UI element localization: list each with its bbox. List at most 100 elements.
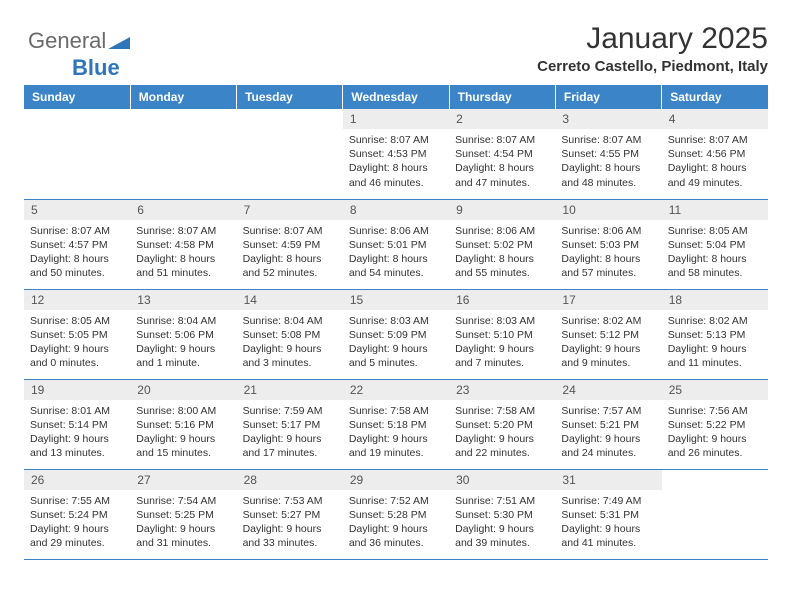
day-info: Sunrise: 7:57 AMSunset: 5:21 PMDaylight:… xyxy=(555,400,661,467)
month-title: January 2025 xyxy=(24,22,768,56)
day-number: 14 xyxy=(237,290,343,310)
day-number: 15 xyxy=(343,290,449,310)
day-info: Sunrise: 7:53 AMSunset: 5:27 PMDaylight:… xyxy=(237,490,343,557)
day-info: Sunrise: 8:05 AMSunset: 5:05 PMDaylight:… xyxy=(24,310,130,377)
day-info: Sunrise: 8:06 AMSunset: 5:01 PMDaylight:… xyxy=(343,220,449,287)
day-header: Friday xyxy=(555,85,661,109)
calendar-cell: 4Sunrise: 8:07 AMSunset: 4:56 PMDaylight… xyxy=(662,109,768,199)
day-header: Saturday xyxy=(662,85,768,109)
logo: General Blue xyxy=(28,28,130,81)
logo-text-1: General xyxy=(28,28,106,53)
calendar-cell: 1Sunrise: 8:07 AMSunset: 4:53 PMDaylight… xyxy=(343,109,449,199)
day-info: Sunrise: 7:55 AMSunset: 5:24 PMDaylight:… xyxy=(24,490,130,557)
day-number: 20 xyxy=(130,380,236,400)
day-info: Sunrise: 8:07 AMSunset: 4:59 PMDaylight:… xyxy=(237,220,343,287)
calendar-cell: 24Sunrise: 7:57 AMSunset: 5:21 PMDayligh… xyxy=(555,379,661,469)
day-info: Sunrise: 8:07 AMSunset: 4:53 PMDaylight:… xyxy=(343,129,449,196)
calendar-cell: 14Sunrise: 8:04 AMSunset: 5:08 PMDayligh… xyxy=(237,289,343,379)
day-info: Sunrise: 7:49 AMSunset: 5:31 PMDaylight:… xyxy=(555,490,661,557)
day-info: Sunrise: 8:04 AMSunset: 5:08 PMDaylight:… xyxy=(237,310,343,377)
calendar-cell: 27Sunrise: 7:54 AMSunset: 5:25 PMDayligh… xyxy=(130,469,236,559)
calendar-week-row: 5Sunrise: 8:07 AMSunset: 4:57 PMDaylight… xyxy=(24,199,768,289)
day-number: 27 xyxy=(130,470,236,490)
calendar-cell: 30Sunrise: 7:51 AMSunset: 5:30 PMDayligh… xyxy=(449,469,555,559)
day-info: Sunrise: 8:07 AMSunset: 4:57 PMDaylight:… xyxy=(24,220,130,287)
day-info: Sunrise: 8:01 AMSunset: 5:14 PMDaylight:… xyxy=(24,400,130,467)
day-header: Monday xyxy=(130,85,236,109)
day-info: Sunrise: 7:52 AMSunset: 5:28 PMDaylight:… xyxy=(343,490,449,557)
day-number: 18 xyxy=(662,290,768,310)
calendar-cell: 9Sunrise: 8:06 AMSunset: 5:02 PMDaylight… xyxy=(449,199,555,289)
day-info: Sunrise: 8:07 AMSunset: 4:58 PMDaylight:… xyxy=(130,220,236,287)
day-header-row: SundayMondayTuesdayWednesdayThursdayFrid… xyxy=(24,85,768,109)
day-number: 26 xyxy=(24,470,130,490)
calendar-cell: 12Sunrise: 8:05 AMSunset: 5:05 PMDayligh… xyxy=(24,289,130,379)
calendar-cell xyxy=(130,109,236,199)
day-info: Sunrise: 8:03 AMSunset: 5:10 PMDaylight:… xyxy=(449,310,555,377)
day-info: Sunrise: 8:05 AMSunset: 5:04 PMDaylight:… xyxy=(662,220,768,287)
day-number: 2 xyxy=(449,109,555,129)
calendar-cell: 10Sunrise: 8:06 AMSunset: 5:03 PMDayligh… xyxy=(555,199,661,289)
calendar-cell: 19Sunrise: 8:01 AMSunset: 5:14 PMDayligh… xyxy=(24,379,130,469)
day-number: 22 xyxy=(343,380,449,400)
day-number: 6 xyxy=(130,200,236,220)
day-number: 1 xyxy=(343,109,449,129)
day-number: 13 xyxy=(130,290,236,310)
day-number: 24 xyxy=(555,380,661,400)
day-number: 31 xyxy=(555,470,661,490)
calendar-week-row: 26Sunrise: 7:55 AMSunset: 5:24 PMDayligh… xyxy=(24,469,768,559)
calendar-cell xyxy=(662,469,768,559)
calendar-cell: 13Sunrise: 8:04 AMSunset: 5:06 PMDayligh… xyxy=(130,289,236,379)
calendar-cell: 21Sunrise: 7:59 AMSunset: 5:17 PMDayligh… xyxy=(237,379,343,469)
location-label: Cerreto Castello, Piedmont, Italy xyxy=(24,58,768,75)
day-info: Sunrise: 7:51 AMSunset: 5:30 PMDaylight:… xyxy=(449,490,555,557)
calendar-week-row: 12Sunrise: 8:05 AMSunset: 5:05 PMDayligh… xyxy=(24,289,768,379)
day-number: 19 xyxy=(24,380,130,400)
day-number: 7 xyxy=(237,200,343,220)
calendar-cell: 6Sunrise: 8:07 AMSunset: 4:58 PMDaylight… xyxy=(130,199,236,289)
day-info: Sunrise: 7:58 AMSunset: 5:20 PMDaylight:… xyxy=(449,400,555,467)
calendar-cell: 20Sunrise: 8:00 AMSunset: 5:16 PMDayligh… xyxy=(130,379,236,469)
day-number: 4 xyxy=(662,109,768,129)
calendar-cell: 5Sunrise: 8:07 AMSunset: 4:57 PMDaylight… xyxy=(24,199,130,289)
day-number: 5 xyxy=(24,200,130,220)
logo-triangle-icon xyxy=(108,29,130,55)
header: January 2025 Cerreto Castello, Piedmont,… xyxy=(24,22,768,75)
day-number: 12 xyxy=(24,290,130,310)
day-number: 9 xyxy=(449,200,555,220)
calendar-cell: 15Sunrise: 8:03 AMSunset: 5:09 PMDayligh… xyxy=(343,289,449,379)
day-info: Sunrise: 8:07 AMSunset: 4:55 PMDaylight:… xyxy=(555,129,661,196)
calendar-cell: 17Sunrise: 8:02 AMSunset: 5:12 PMDayligh… xyxy=(555,289,661,379)
day-info: Sunrise: 8:04 AMSunset: 5:06 PMDaylight:… xyxy=(130,310,236,377)
calendar-table: SundayMondayTuesdayWednesdayThursdayFrid… xyxy=(24,85,768,560)
day-number: 29 xyxy=(343,470,449,490)
day-info: Sunrise: 8:06 AMSunset: 5:02 PMDaylight:… xyxy=(449,220,555,287)
calendar-cell: 8Sunrise: 8:06 AMSunset: 5:01 PMDaylight… xyxy=(343,199,449,289)
day-info: Sunrise: 8:03 AMSunset: 5:09 PMDaylight:… xyxy=(343,310,449,377)
calendar-cell: 26Sunrise: 7:55 AMSunset: 5:24 PMDayligh… xyxy=(24,469,130,559)
calendar-cell: 28Sunrise: 7:53 AMSunset: 5:27 PMDayligh… xyxy=(237,469,343,559)
day-info: Sunrise: 7:58 AMSunset: 5:18 PMDaylight:… xyxy=(343,400,449,467)
day-info: Sunrise: 8:06 AMSunset: 5:03 PMDaylight:… xyxy=(555,220,661,287)
calendar-week-row: 1Sunrise: 8:07 AMSunset: 4:53 PMDaylight… xyxy=(24,109,768,199)
day-info: Sunrise: 8:00 AMSunset: 5:16 PMDaylight:… xyxy=(130,400,236,467)
day-number: 16 xyxy=(449,290,555,310)
calendar-cell: 16Sunrise: 8:03 AMSunset: 5:10 PMDayligh… xyxy=(449,289,555,379)
day-header: Wednesday xyxy=(343,85,449,109)
day-info: Sunrise: 8:07 AMSunset: 4:56 PMDaylight:… xyxy=(662,129,768,196)
calendar-cell: 18Sunrise: 8:02 AMSunset: 5:13 PMDayligh… xyxy=(662,289,768,379)
day-number: 17 xyxy=(555,290,661,310)
day-info: Sunrise: 8:02 AMSunset: 5:12 PMDaylight:… xyxy=(555,310,661,377)
calendar-cell: 11Sunrise: 8:05 AMSunset: 5:04 PMDayligh… xyxy=(662,199,768,289)
day-number: 25 xyxy=(662,380,768,400)
calendar-cell xyxy=(237,109,343,199)
day-header: Sunday xyxy=(24,85,130,109)
calendar-cell: 2Sunrise: 8:07 AMSunset: 4:54 PMDaylight… xyxy=(449,109,555,199)
calendar-cell: 25Sunrise: 7:56 AMSunset: 5:22 PMDayligh… xyxy=(662,379,768,469)
day-number: 28 xyxy=(237,470,343,490)
calendar-cell xyxy=(24,109,130,199)
day-info: Sunrise: 8:02 AMSunset: 5:13 PMDaylight:… xyxy=(662,310,768,377)
day-number: 23 xyxy=(449,380,555,400)
calendar-cell: 31Sunrise: 7:49 AMSunset: 5:31 PMDayligh… xyxy=(555,469,661,559)
calendar-cell: 3Sunrise: 8:07 AMSunset: 4:55 PMDaylight… xyxy=(555,109,661,199)
